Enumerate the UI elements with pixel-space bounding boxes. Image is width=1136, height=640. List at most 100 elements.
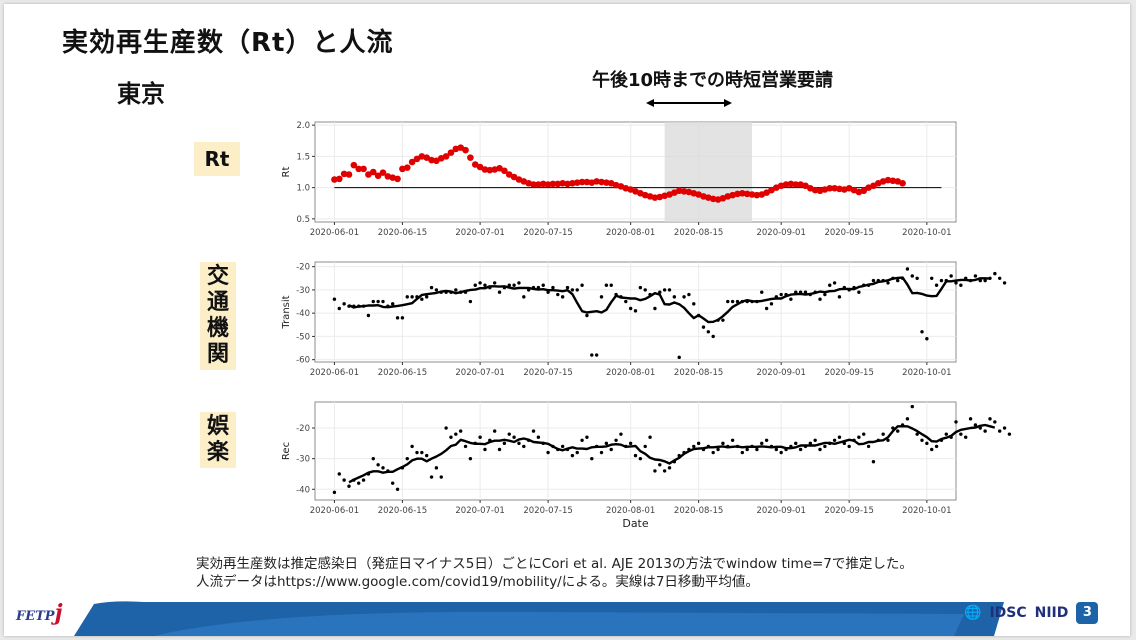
transit-point: [1002, 281, 1007, 285]
rt-point: [768, 186, 775, 194]
rec-panel: -40 -30 -20 2020-06-01 2020-06-15 2020-07-01 2…: [281, 401, 1012, 530]
rec-point: [803, 444, 808, 449]
transit-point: [526, 288, 531, 292]
rec-point: [794, 441, 798, 446]
rec-point: [366, 472, 371, 476]
transit-point: [376, 299, 380, 304]
rec-point: [905, 417, 910, 421]
transit-point: [590, 353, 594, 357]
transit-label-char: 通: [206, 290, 229, 315]
x-tick-label: 2020-06-01: [310, 506, 359, 516]
rt-point: [394, 175, 401, 183]
transit-point: [891, 276, 895, 280]
rt-point: [792, 181, 800, 188]
rec-point: [444, 426, 448, 430]
rec-point: [847, 444, 851, 449]
rt-point: [462, 146, 469, 154]
transit-point: [551, 285, 555, 290]
transit-point: [347, 304, 351, 308]
globe-icon: 🌐: [964, 605, 982, 621]
transit-point: [512, 283, 516, 287]
rec-point: [526, 438, 531, 442]
transit-label-char: 機: [206, 316, 229, 341]
transit-point: [998, 276, 1002, 280]
rec-point: [842, 441, 847, 446]
rec-point: [755, 447, 759, 452]
transit-point: [900, 276, 905, 280]
y-tick-label: -20: [296, 263, 310, 273]
rec-point: [896, 429, 900, 433]
rec-point: [352, 478, 356, 482]
transit-point: [624, 299, 628, 304]
transit-point: [439, 290, 443, 294]
plot-area: [314, 401, 957, 501]
transit-point: [405, 295, 409, 299]
transit-point: [896, 278, 900, 283]
rec-point: [497, 447, 502, 452]
transit-point: [954, 281, 958, 285]
x-tick-label: 2020-06-15: [378, 506, 427, 516]
transit-point: [507, 283, 511, 287]
rec-point: [658, 463, 662, 467]
y-axis-title: Rt: [281, 166, 292, 177]
transit-point: [390, 302, 395, 306]
transit-point: [988, 276, 992, 280]
transit-point: [497, 290, 502, 294]
rec-point: [405, 456, 409, 461]
rt-point: [374, 172, 382, 180]
rec-point: [541, 441, 545, 446]
transit-point: [672, 295, 677, 299]
transit-point: [633, 309, 638, 313]
rec-point: [424, 453, 429, 458]
rec-point: [473, 441, 477, 446]
x-tick-label: 2020-10-01: [902, 228, 951, 238]
rec-point: [876, 438, 881, 442]
rt-point: [535, 181, 542, 188]
rt-point: [782, 181, 790, 188]
rec-point: [784, 447, 788, 452]
x-tick-label: 2020-06-15: [378, 228, 427, 238]
rec-point: [750, 444, 754, 449]
rec-point: [415, 450, 419, 455]
rec-point: [1002, 426, 1007, 430]
transit-point: [342, 302, 346, 306]
rec-point: [959, 432, 963, 436]
x-tick-label: 2020-07-15: [523, 506, 572, 516]
rt-point: [379, 169, 387, 176]
rec-point: [687, 447, 691, 452]
rt-point: [554, 180, 562, 188]
idsc-logo: IDSC: [989, 605, 1027, 621]
rec-point: [667, 466, 672, 470]
x-tick-label: 2020-07-15: [523, 368, 572, 378]
rt-point: [481, 166, 489, 173]
transit-point: [580, 283, 584, 287]
rt-point: [709, 195, 717, 203]
transit-point: [701, 325, 706, 329]
rt-point: [583, 178, 591, 186]
slide-title: 実効再生産数（Rt）と人流: [62, 28, 394, 58]
fetp-logo-accent: j: [54, 600, 63, 626]
rec-point: [648, 435, 652, 439]
rec-point: [609, 447, 613, 452]
transit-point: [458, 290, 463, 294]
rec-point: [638, 456, 643, 461]
rec-point: [492, 429, 497, 433]
transit-point: [930, 276, 934, 280]
transit-point: [565, 285, 570, 290]
transit-point: [585, 313, 589, 318]
footer-band: [74, 601, 1004, 636]
rec-point: [881, 432, 885, 436]
rec-point: [560, 444, 565, 449]
rec-point: [410, 444, 414, 449]
rec-point: [745, 447, 749, 452]
transit-point: [944, 278, 948, 283]
curfew-band: [664, 122, 753, 222]
transit-point: [920, 330, 924, 334]
rt-point: [331, 176, 338, 183]
rec-point: [706, 444, 711, 449]
transit-point: [332, 297, 337, 301]
curfew-arrow: [646, 99, 732, 107]
rt-point: [675, 187, 683, 195]
y-tick-label: 0.5: [296, 215, 310, 225]
rec-point: [672, 460, 677, 464]
